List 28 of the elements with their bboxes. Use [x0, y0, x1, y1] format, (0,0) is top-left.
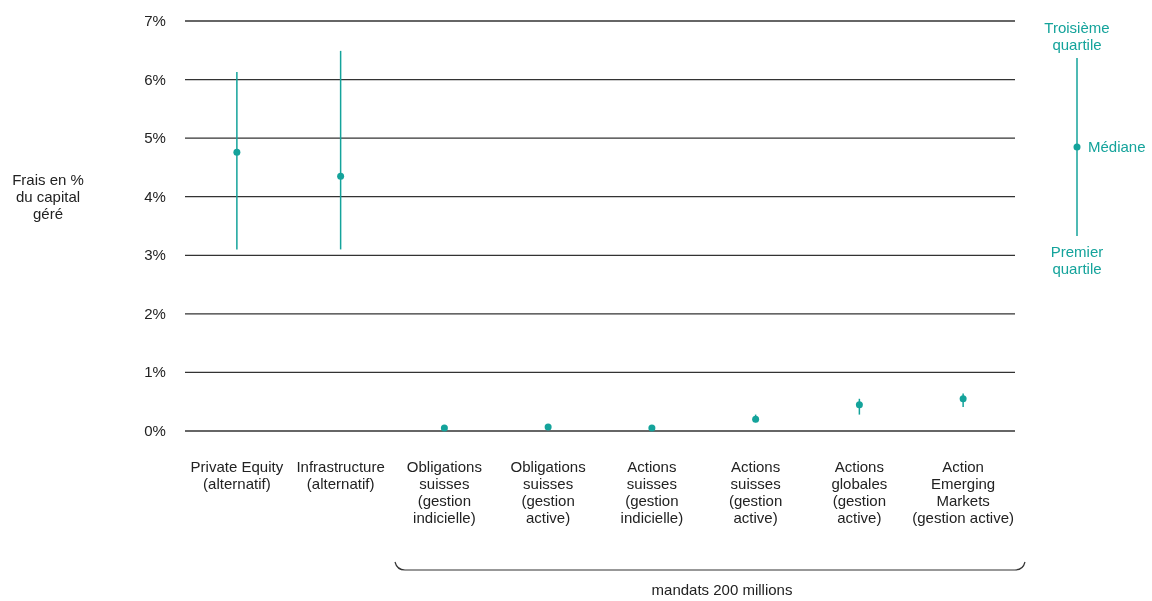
y-tick-label: 6% [144, 70, 166, 88]
point [544, 423, 552, 431]
y-tick-label: 7% [144, 12, 166, 29]
point [648, 424, 656, 432]
point [959, 395, 967, 403]
point [855, 401, 863, 409]
y-tick-label: 0% [144, 422, 166, 439]
y-axis-title: Frais en % du capital géré [12, 171, 84, 222]
x-tick-label: Actions suisses (gestion active) [728, 458, 783, 526]
text: Médiane [1088, 138, 1146, 155]
x-tick-label: Infrastructure (alternatif) [296, 458, 385, 492]
text: Premier quartile [1050, 243, 1104, 277]
x-tick-label: Actions globales (gestion active) [831, 458, 888, 526]
text: mandats 200 millions [651, 581, 793, 598]
text: Troisième quartile [1044, 19, 1110, 53]
y-tick-label: 4% [144, 187, 166, 205]
x-tick-label: Private Equity (alternatif) [190, 458, 284, 492]
x-tick-label: Action Emerging Markets (gestion active) [912, 458, 1014, 526]
point [233, 148, 241, 156]
x-tick-label: Obligations suisses (gestion active) [510, 458, 586, 526]
x-tick-label: Actions suisses (gestion indicielle) [620, 458, 684, 526]
point [337, 172, 345, 180]
y-tick-label: 3% [144, 246, 166, 264]
y-tick-label: 1% [144, 363, 166, 381]
point [440, 424, 448, 432]
y-tick-label: 2% [144, 304, 166, 322]
y-tick-label: 5% [144, 129, 166, 147]
x-tick-label: Obligations suisses (gestion indicielle) [406, 458, 482, 526]
